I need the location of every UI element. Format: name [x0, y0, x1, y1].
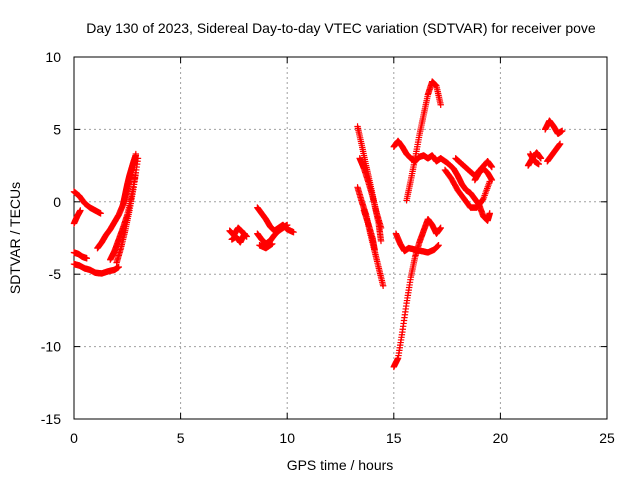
data-points	[70, 78, 566, 371]
x-tick-label: 0	[70, 430, 78, 446]
data-point	[77, 207, 84, 214]
series-arc5	[94, 150, 140, 252]
series-arc10	[228, 230, 248, 246]
data-point	[377, 224, 385, 232]
data-point	[486, 210, 493, 217]
series-arc7	[107, 169, 140, 263]
series-arc27	[527, 150, 542, 168]
x-tick-label: 25	[599, 430, 615, 446]
x-axis-label: GPS time / hours	[287, 457, 394, 473]
y-axis-label: SDTVAR / TECUs	[7, 182, 23, 294]
plot-frame	[73, 56, 608, 420]
data-point	[284, 221, 291, 229]
series-arc22	[437, 155, 493, 224]
data-point	[488, 163, 496, 171]
y-tick-label: 10	[45, 49, 61, 65]
data-point	[371, 246, 378, 253]
y-tick-label: 0	[53, 194, 61, 210]
data-point	[556, 140, 564, 148]
data-point	[437, 224, 444, 232]
data-point	[269, 240, 276, 247]
y-tick-label: -15	[41, 411, 61, 427]
series-arc28	[541, 117, 566, 137]
series-arc8	[119, 152, 140, 208]
y-tick-label: 5	[53, 121, 61, 137]
data-point	[535, 160, 542, 168]
series-arc17	[360, 207, 378, 253]
data-point	[488, 176, 496, 184]
data-point	[559, 127, 566, 135]
data-point	[83, 255, 90, 262]
series-arc19	[392, 230, 442, 256]
data-point	[241, 230, 248, 237]
data-point	[435, 242, 442, 249]
data-point	[437, 101, 444, 108]
chart-title: Day 130 of 2023, Sidereal Day-to-day VTE…	[86, 20, 596, 36]
series-arc2	[70, 260, 122, 277]
axis-ticks: 0 5 10 15 20 25 -15 -10 -5 0 5 10	[41, 49, 615, 446]
x-tick-label: 5	[177, 430, 185, 446]
x-tick-label: 20	[493, 430, 509, 446]
x-tick-label: 10	[279, 430, 295, 446]
series-arc21	[403, 78, 444, 204]
y-tick-label: -5	[49, 266, 62, 282]
series-arc3	[70, 207, 84, 227]
data-point	[115, 263, 122, 271]
series-arc29	[544, 140, 564, 165]
data-point	[132, 169, 140, 177]
data-point	[290, 229, 297, 236]
series-arc4	[70, 249, 90, 262]
grid-lines	[74, 57, 607, 419]
series-arc23	[441, 166, 493, 211]
y-tick-label: -10	[41, 339, 61, 355]
data-point	[379, 282, 387, 289]
x-tick-label: 15	[386, 430, 402, 446]
data-point	[537, 155, 545, 162]
data-point	[97, 210, 104, 217]
series-arc15	[356, 155, 385, 232]
data-point	[377, 237, 385, 245]
data-point	[132, 152, 140, 159]
series-arc1	[70, 188, 104, 217]
series-arc25	[471, 165, 496, 184]
series-arc13	[256, 240, 276, 252]
